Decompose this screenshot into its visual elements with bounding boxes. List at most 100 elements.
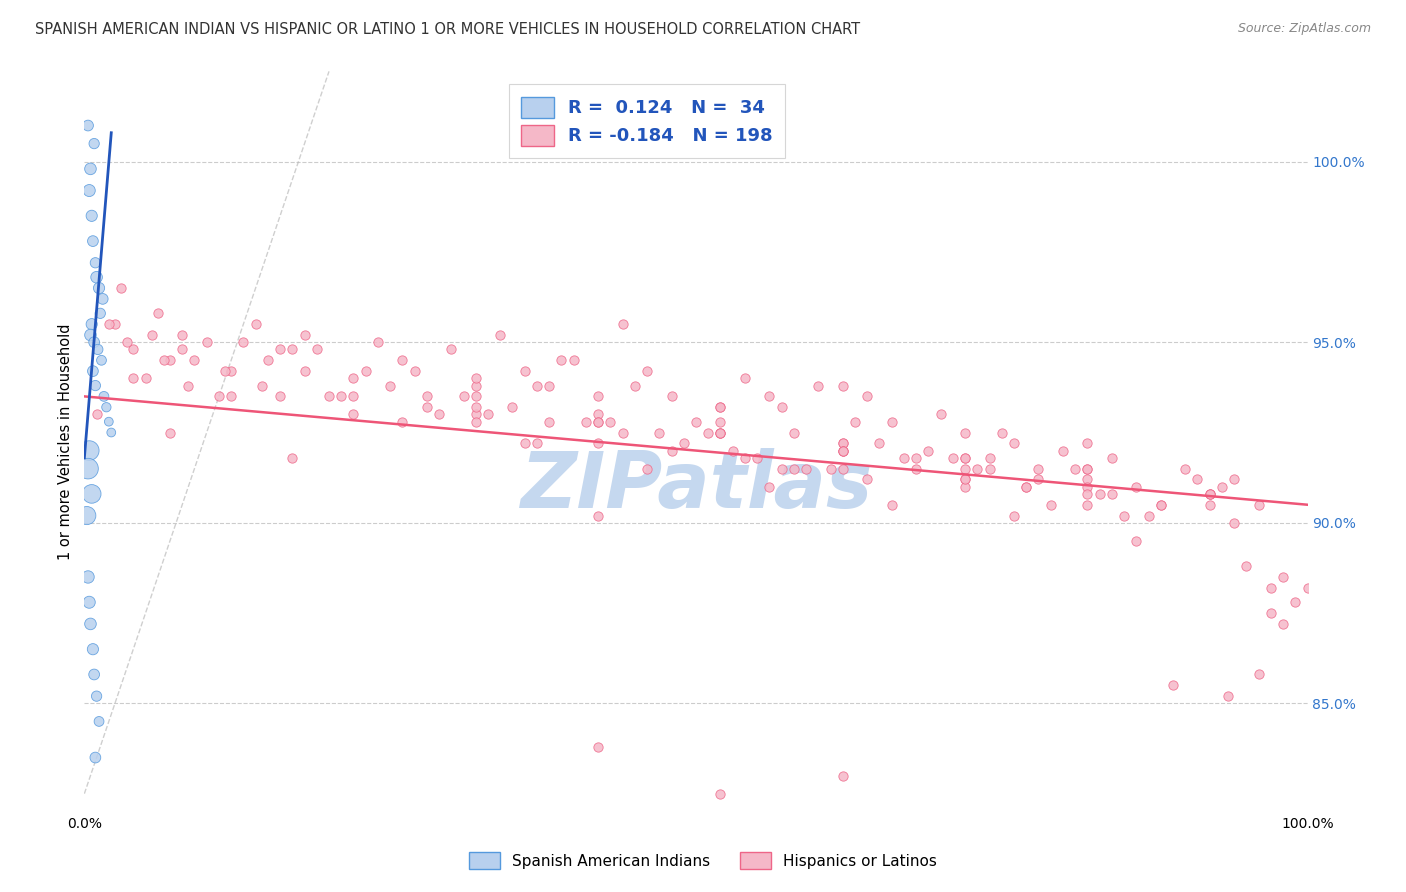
Point — [586, 408, 609, 422]
Point — [281, 343, 304, 357]
Point — [219, 389, 242, 403]
Point — [685, 415, 707, 429]
Point — [104, 317, 127, 331]
Point — [1064, 461, 1087, 475]
Point — [1002, 436, 1025, 450]
Point — [550, 353, 572, 368]
Legend: Spanish American Indians, Hispanics or Latinos: Spanish American Indians, Hispanics or L… — [463, 846, 943, 875]
Point — [80, 317, 103, 331]
Point — [245, 317, 267, 331]
Point — [77, 184, 100, 198]
Point — [502, 401, 524, 415]
Point — [770, 401, 793, 415]
Point — [953, 461, 976, 475]
Point — [77, 595, 100, 609]
Point — [709, 401, 731, 415]
Point — [269, 343, 291, 357]
Point — [1076, 436, 1098, 450]
Point — [844, 415, 866, 429]
Point — [77, 443, 100, 458]
Point — [159, 425, 181, 440]
Point — [115, 335, 138, 350]
Point — [100, 425, 122, 440]
Point — [1076, 461, 1098, 475]
Point — [880, 498, 903, 512]
Point — [214, 364, 236, 378]
Point — [464, 371, 486, 385]
Point — [177, 378, 200, 392]
Point — [526, 378, 548, 392]
Point — [82, 642, 104, 657]
Point — [979, 450, 1001, 465]
Point — [77, 461, 100, 475]
Point — [489, 328, 512, 343]
Point — [831, 443, 853, 458]
Point — [305, 343, 328, 357]
Point — [612, 425, 634, 440]
Point — [1187, 473, 1209, 487]
Point — [84, 750, 107, 764]
Point — [80, 487, 103, 501]
Point — [1198, 487, 1220, 501]
Point — [367, 335, 389, 350]
Point — [86, 408, 108, 422]
Y-axis label: 1 or more Vehicles in Household: 1 or more Vehicles in Household — [58, 323, 73, 560]
Point — [135, 371, 157, 385]
Point — [831, 443, 853, 458]
Point — [1216, 689, 1239, 703]
Point — [1076, 487, 1098, 501]
Point — [79, 161, 101, 176]
Point — [1247, 667, 1270, 681]
Point — [917, 443, 939, 458]
Point — [83, 667, 105, 681]
Point — [122, 371, 145, 385]
Point — [783, 425, 806, 440]
Point — [281, 450, 304, 465]
Point — [146, 306, 169, 320]
Point — [110, 281, 132, 295]
Point — [820, 461, 842, 475]
Text: ZIPatlas: ZIPatlas — [520, 448, 872, 524]
Point — [709, 787, 731, 801]
Point — [342, 371, 364, 385]
Point — [599, 415, 621, 429]
Point — [354, 364, 377, 378]
Point — [330, 389, 353, 403]
Point — [464, 401, 486, 415]
Point — [1223, 473, 1246, 487]
Point — [586, 739, 609, 754]
Point — [1039, 498, 1062, 512]
Point — [1101, 487, 1123, 501]
Point — [586, 389, 609, 403]
Text: Source: ZipAtlas.com: Source: ZipAtlas.com — [1237, 22, 1371, 36]
Point — [624, 378, 647, 392]
Point — [953, 450, 976, 465]
Point — [1015, 480, 1038, 494]
Point — [153, 353, 176, 368]
Point — [84, 256, 107, 270]
Point — [172, 343, 194, 357]
Point — [86, 689, 108, 703]
Point — [1076, 473, 1098, 487]
Point — [807, 378, 830, 392]
Point — [1198, 487, 1220, 501]
Point — [942, 450, 965, 465]
Point — [440, 343, 463, 357]
Point — [709, 425, 731, 440]
Point — [80, 209, 103, 223]
Point — [342, 408, 364, 422]
Point — [953, 450, 976, 465]
Point — [1272, 616, 1295, 631]
Point — [77, 570, 100, 584]
Point — [586, 436, 609, 450]
Point — [831, 769, 853, 783]
Point — [464, 389, 486, 403]
Point — [794, 461, 817, 475]
Point — [1028, 461, 1050, 475]
Point — [1150, 498, 1173, 512]
Point — [783, 461, 806, 475]
Point — [575, 415, 598, 429]
Point — [709, 401, 731, 415]
Point — [709, 425, 731, 440]
Point — [318, 389, 340, 403]
